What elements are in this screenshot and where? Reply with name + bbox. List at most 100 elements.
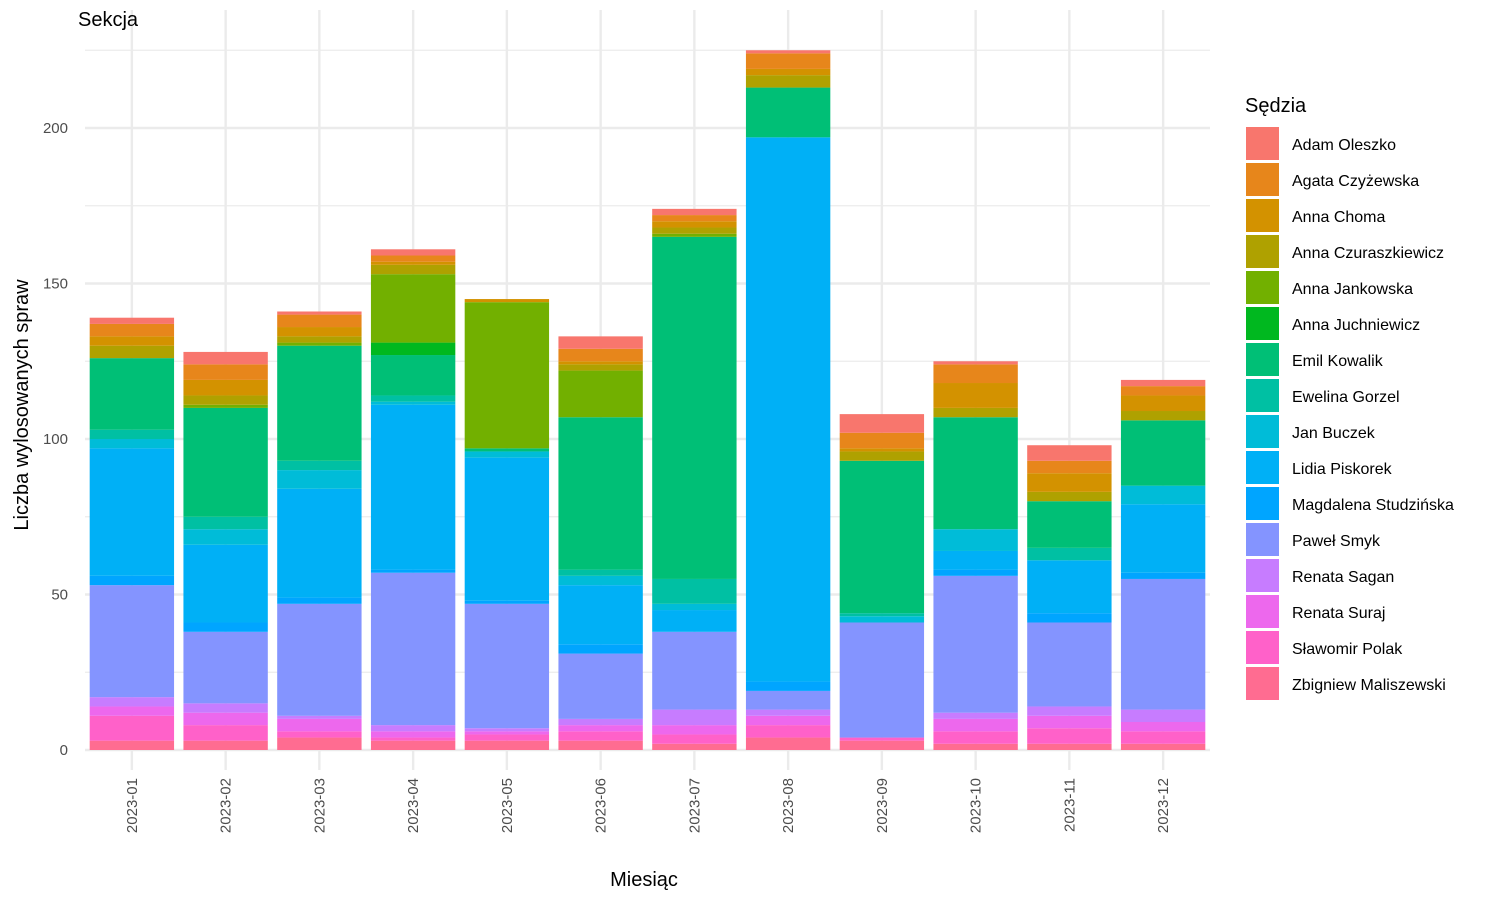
bar-segment xyxy=(839,737,925,741)
bar-segment xyxy=(652,236,737,579)
bar-segment xyxy=(89,429,175,439)
bar-segment xyxy=(89,697,175,707)
bar-segment xyxy=(464,734,550,741)
bar-segment xyxy=(464,451,550,458)
bar-segment xyxy=(1027,622,1112,707)
x-tick-label: 2023-02 xyxy=(218,778,235,833)
bar-segment xyxy=(277,603,362,716)
bar-segment xyxy=(1120,411,1206,421)
bar-segment xyxy=(558,725,643,732)
bar-segment xyxy=(464,457,550,601)
bar-segment xyxy=(558,417,643,570)
bar-segment xyxy=(933,731,1018,744)
legend-swatch xyxy=(1246,271,1279,304)
legend-title: Sędzia xyxy=(1245,95,1307,117)
legend-label: Renata Suraj xyxy=(1292,605,1385,622)
bar-segment xyxy=(933,529,1018,551)
bar-segment xyxy=(652,725,737,735)
legend-label: Magdalena Studzińska xyxy=(1292,497,1454,514)
bar-segment xyxy=(933,550,1018,570)
bar-segment xyxy=(839,414,925,433)
bar-segment xyxy=(277,314,362,328)
bar-segment xyxy=(933,383,1018,408)
bar-segment xyxy=(89,585,175,698)
chart-title: Sekcja xyxy=(78,9,139,31)
legend-label: Adam Oleszko xyxy=(1292,137,1396,154)
bar-segment xyxy=(1120,743,1206,750)
bar-segment xyxy=(1120,420,1206,486)
bar-segment xyxy=(839,740,925,750)
bar-segment xyxy=(558,718,643,726)
bar-segment xyxy=(652,215,737,222)
bar-segment xyxy=(933,364,1018,384)
bar-segment xyxy=(1027,743,1112,750)
bar-segment xyxy=(464,740,550,750)
bar-segment xyxy=(277,488,362,598)
bar-segment xyxy=(370,404,456,570)
bar-segment xyxy=(277,336,362,343)
bar-segment xyxy=(745,68,831,76)
bar-segment xyxy=(89,575,175,586)
bar-segment xyxy=(89,448,175,576)
bar-segment xyxy=(1027,560,1112,614)
legend-label: Emil Kowalik xyxy=(1292,353,1384,370)
bar-segment xyxy=(277,737,362,750)
bar-segment xyxy=(277,731,362,738)
y-tick-label: 50 xyxy=(51,587,68,604)
bar-segment xyxy=(745,50,831,54)
bar-segment xyxy=(1027,547,1112,561)
bar-segment xyxy=(1027,728,1112,744)
bar-segment xyxy=(652,709,737,726)
legend-swatch xyxy=(1246,595,1279,628)
legend-swatch xyxy=(1246,127,1279,160)
bar-segment xyxy=(277,345,362,461)
bar-segment xyxy=(183,544,268,623)
x-tick-label: 2023-04 xyxy=(405,778,422,833)
bar-segment xyxy=(370,264,456,275)
bar-segment xyxy=(370,342,456,356)
bar-segment xyxy=(745,87,831,138)
bar-segment xyxy=(464,731,550,735)
bar-segment xyxy=(183,529,268,545)
bar-segment xyxy=(89,336,175,346)
bar-segment xyxy=(652,631,737,710)
bar-segment xyxy=(558,740,643,750)
bar-segment xyxy=(1120,709,1206,723)
bar-segment xyxy=(89,345,175,359)
bar-segment xyxy=(745,725,831,738)
bar-segment xyxy=(745,737,831,750)
axis-layer: 0 50 100 150 200 2023-01 2023-02 2023-03 2023-04… xyxy=(43,120,1172,833)
legend-swatch xyxy=(1246,451,1279,484)
legend-label: Anna Choma xyxy=(1292,209,1385,226)
legend-swatch xyxy=(1246,415,1279,448)
bar-segment xyxy=(839,622,925,738)
legend-swatch xyxy=(1246,379,1279,412)
bar-segment xyxy=(183,379,268,396)
bar-segment xyxy=(652,578,737,604)
bar-segment xyxy=(277,460,362,471)
bar-segment xyxy=(277,342,362,346)
bar-segment xyxy=(370,249,456,256)
bar-segment xyxy=(277,311,362,315)
bar-segment xyxy=(652,734,737,744)
bar-segment xyxy=(277,597,362,604)
bar-segment xyxy=(89,439,175,449)
bar-layer xyxy=(89,50,1206,750)
bar-segment xyxy=(652,233,737,237)
bar-segment xyxy=(745,709,831,716)
legend-swatch xyxy=(1246,307,1279,340)
bar-segment xyxy=(1027,706,1112,716)
bar-segment xyxy=(652,208,737,216)
bar-segment xyxy=(1027,491,1112,502)
bar-segment xyxy=(89,706,175,716)
legend-label: Ewelina Gorzel xyxy=(1292,389,1400,406)
bar-segment xyxy=(652,227,737,234)
bar-segment xyxy=(370,355,456,396)
legend-swatch xyxy=(1246,163,1279,196)
y-tick-label: 200 xyxy=(43,120,68,137)
bar-segment xyxy=(558,364,643,371)
bar-segment xyxy=(558,370,643,418)
bar-segment xyxy=(370,395,456,402)
bar-segment xyxy=(745,715,831,726)
bar-segment xyxy=(183,725,268,741)
